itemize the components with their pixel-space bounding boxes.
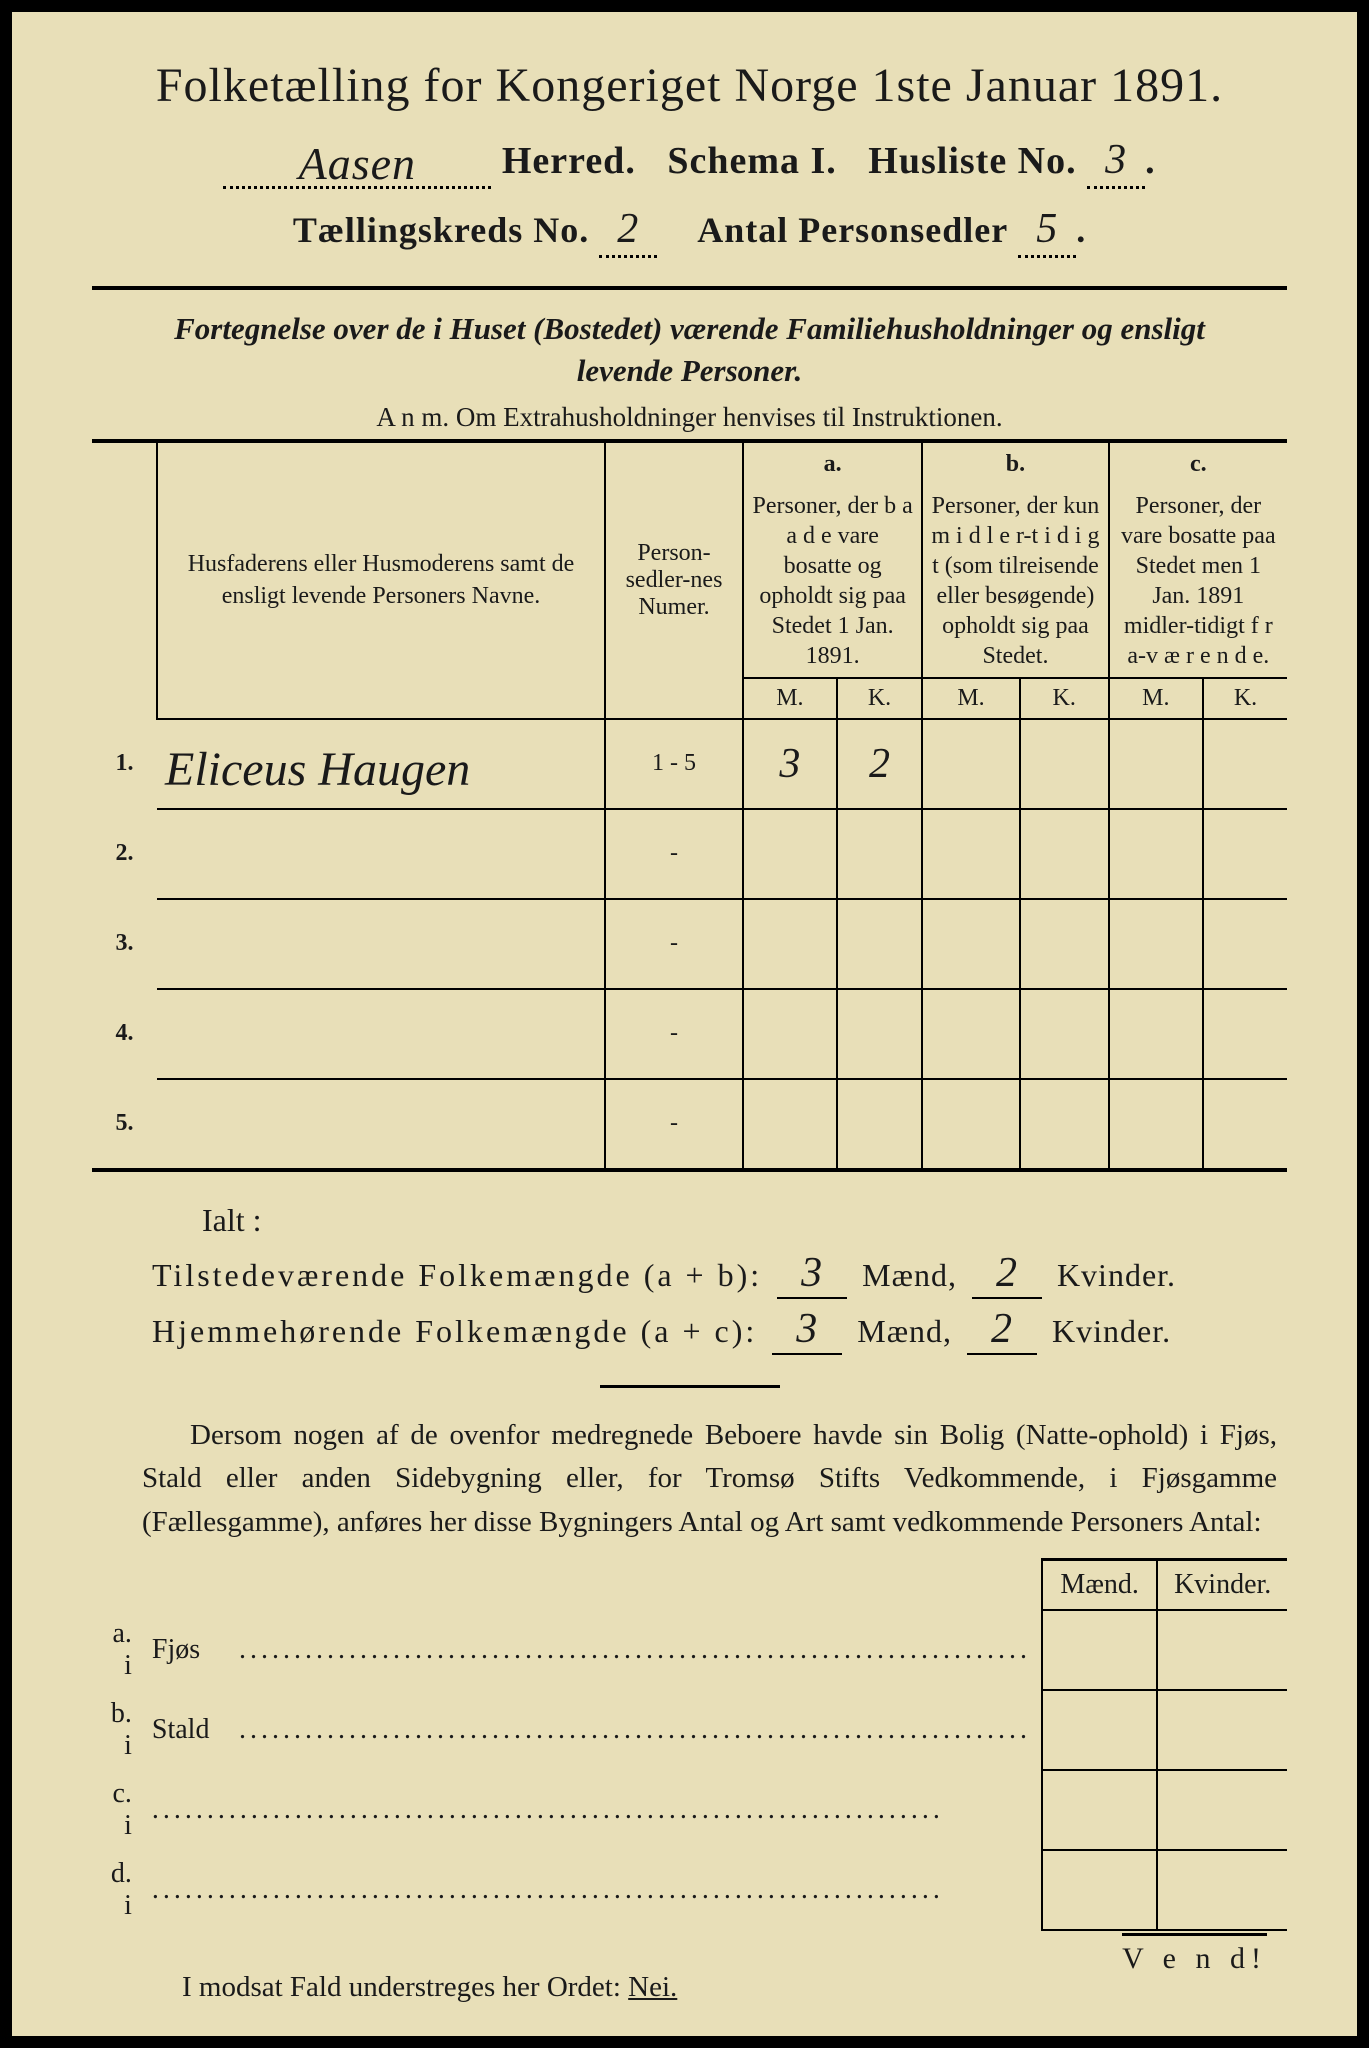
table-row: 1. Eliceus Haugen 1 - 5 3 2 (92, 719, 1287, 809)
header-line-3: Tællingskreds No. 2 Antal Personsedler 5… (92, 205, 1287, 258)
col-b-label: b. (922, 441, 1108, 485)
col-b-text: Personer, der kun m i d l e r-t i d i g … (922, 485, 1108, 678)
col-c-text: Personer, der vare bosatte paa Stedet me… (1109, 485, 1287, 678)
table-row: 4. - (92, 989, 1287, 1079)
building-row: a. iFjøs (92, 1610, 1287, 1690)
anm-note: A n m. Om Extrahusholdninger henvises ti… (92, 402, 1287, 433)
c-M: M. (1109, 678, 1203, 719)
description-line-1: Fortegnelse over de i Huset (Bostedet) v… (92, 308, 1287, 350)
husliste-no: 3 (1105, 137, 1127, 183)
building-table: Mænd. Kvinder. a. iFjøs b. iStald c. i d… (92, 1558, 1287, 1931)
col-names: Husfaderens eller Husmoderens samt de en… (157, 441, 605, 719)
kvinder-header: Kvinder. (1157, 1560, 1287, 1611)
vend-label: V e n d! (1122, 1933, 1267, 1976)
col-a-label: a. (743, 441, 922, 485)
a-K: K. (837, 678, 923, 719)
col-numer: Person-sedler-nes Numer. (605, 441, 743, 719)
husliste-label: Husliste No. (868, 140, 1076, 182)
a-M: M. (743, 678, 837, 719)
building-row: b. iStald (92, 1690, 1287, 1770)
description-line-2: levende Personer. (92, 350, 1287, 392)
paragraph: Dersom nogen af de ovenfor medregnede Be… (142, 1414, 1277, 1545)
table-row: 2. - (92, 809, 1287, 899)
antal-no: 5 (1036, 206, 1058, 252)
ialt-label: Ialt : (202, 1202, 1287, 1239)
table-row: 3. - (92, 899, 1287, 989)
main-table: Husfaderens eller Husmoderens samt de en… (92, 439, 1287, 1172)
b-K: K. (1020, 678, 1109, 719)
b-M: M. (922, 678, 1019, 719)
header-line-2: Aasen Herred. Schema I. Husliste No. 3. (92, 131, 1287, 189)
herred-handwritten: Aasen (299, 137, 416, 190)
col-a-text: Personer, der b a a d e vare bosatte og … (743, 485, 922, 678)
maend-header: Mænd. (1042, 1560, 1157, 1611)
antal-label: Antal Personsedler (697, 210, 1008, 250)
short-divider (600, 1385, 780, 1388)
census-form-page: Folketælling for Kongeriget Norge 1ste J… (0, 0, 1369, 2048)
herred-label: Herred. (502, 140, 636, 182)
sum-resident: Hjemmehørende Folkemængde (a + c): 3 Mæn… (152, 1305, 1287, 1355)
divider (92, 286, 1287, 290)
c-K: K. (1203, 678, 1287, 719)
row-name: Eliceus Haugen (165, 742, 470, 797)
building-row: d. i (92, 1850, 1287, 1930)
page-title: Folketælling for Kongeriget Norge 1ste J… (92, 58, 1287, 113)
table-row: 5. - (92, 1079, 1287, 1170)
building-row: c. i (92, 1770, 1287, 1850)
schema-label: Schema I. (667, 140, 836, 182)
sum-present: Tilstedeværende Folkemængde (a + b): 3 M… (152, 1249, 1287, 1299)
footer-line: I modsat Fald understreges her Ordet: Ne… (182, 1971, 1287, 2004)
kreds-label: Tællingskreds No. (293, 210, 589, 250)
kreds-no: 2 (617, 206, 639, 252)
col-c-label: c. (1109, 441, 1287, 485)
